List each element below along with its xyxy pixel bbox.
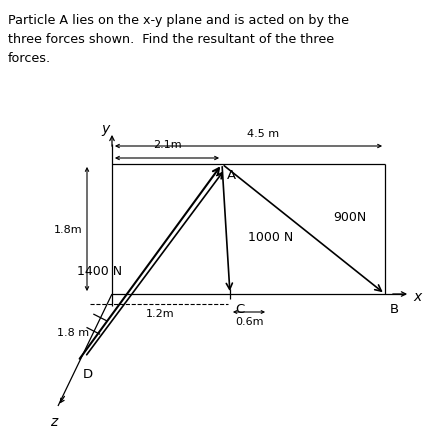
Text: z: z [50,414,57,426]
Text: B: B [390,302,399,315]
Text: y: y [102,122,110,136]
Text: A: A [227,169,236,181]
Text: 1400 N: 1400 N [77,265,122,277]
Text: forces.: forces. [8,52,51,65]
Text: Particle A lies on the x-y plane and is acted on by the: Particle A lies on the x-y plane and is … [8,14,349,27]
Text: 1.8 m: 1.8 m [57,328,89,338]
Text: three forces shown.  Find the resultant of the three: three forces shown. Find the resultant o… [8,33,334,46]
Text: 900N: 900N [334,211,367,224]
Text: x: x [413,289,421,303]
Text: 4.5 m: 4.5 m [248,129,279,139]
Text: D: D [83,367,93,380]
Text: 2.1m: 2.1m [152,140,181,150]
Text: 1000 N: 1000 N [248,231,293,244]
Text: 1.2m: 1.2m [146,308,174,318]
Text: 1.8m: 1.8m [53,225,82,234]
Text: C: C [235,302,244,315]
Text: 0.6m: 0.6m [235,316,263,326]
